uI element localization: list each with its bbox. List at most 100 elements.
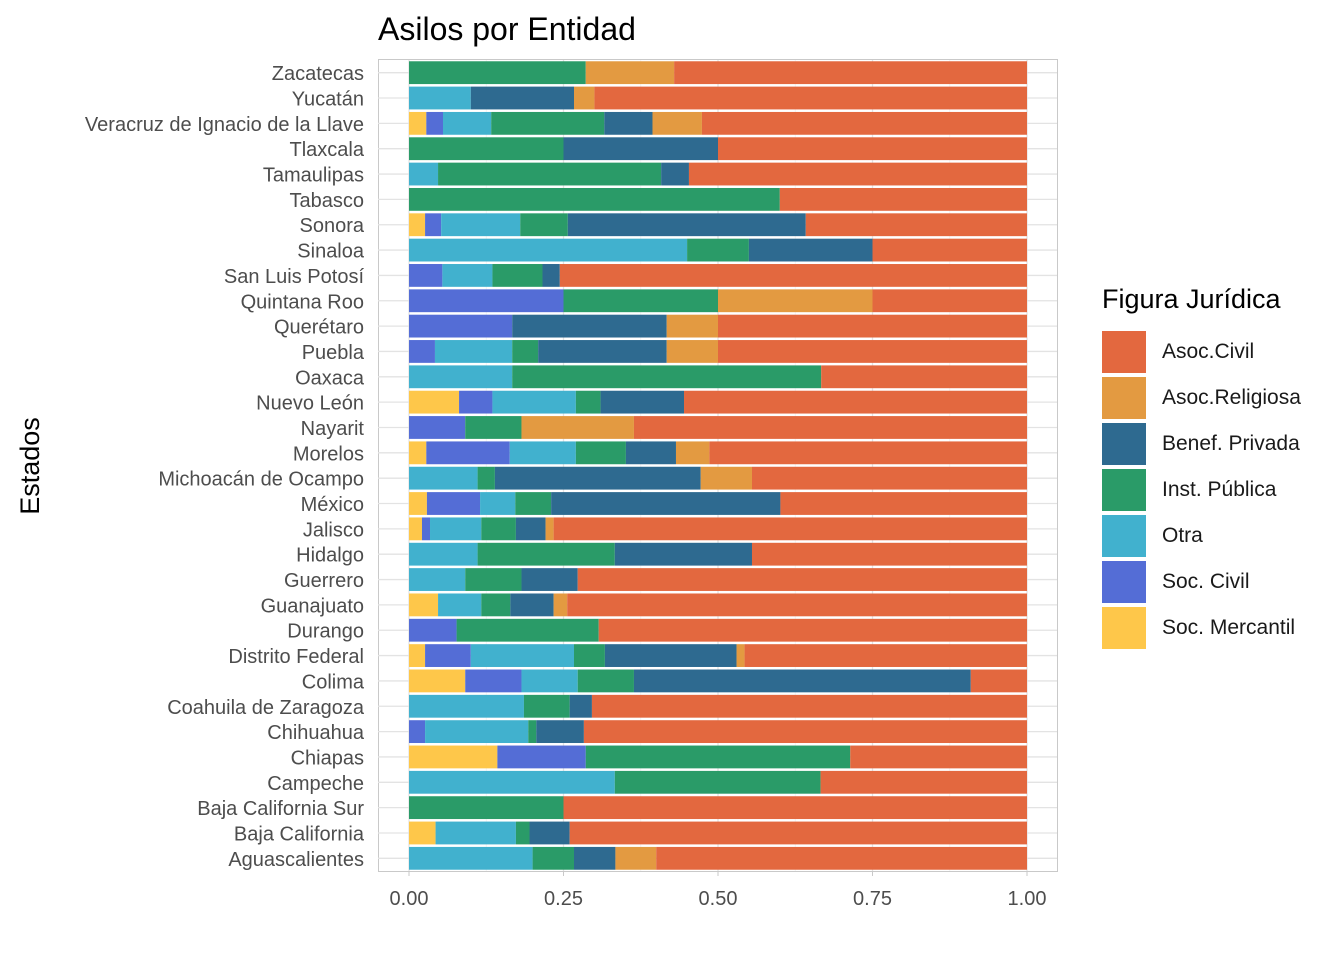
bar-segment bbox=[563, 289, 718, 313]
bar-segment bbox=[426, 441, 510, 465]
legend-item: Soc. Civil bbox=[1102, 559, 1301, 605]
legend-color-key bbox=[1102, 331, 1146, 373]
bar-segment bbox=[509, 441, 576, 465]
bar-segment bbox=[538, 340, 667, 363]
bar-segment bbox=[409, 542, 478, 566]
bar-segment bbox=[409, 390, 460, 414]
bar-segment bbox=[600, 390, 685, 414]
y-tick-label: México bbox=[301, 494, 364, 516]
bar-segment bbox=[409, 517, 422, 541]
bar-segment bbox=[512, 365, 822, 389]
y-tick-label: Distrito Federal bbox=[228, 646, 364, 668]
bar-segment bbox=[409, 416, 466, 439]
bar-segment bbox=[510, 593, 554, 617]
bar-segment bbox=[409, 365, 513, 389]
y-tick-label: Tamaulipas bbox=[263, 165, 364, 187]
bar-segment bbox=[470, 86, 575, 110]
bar-segment bbox=[666, 340, 718, 363]
chart-title: Asilos por Entidad bbox=[378, 11, 636, 47]
y-axis-label: Estados bbox=[15, 417, 45, 515]
bar-segment bbox=[477, 466, 495, 490]
legend-label: Asoc.Religiosa bbox=[1162, 386, 1301, 409]
bar-segment bbox=[497, 745, 586, 769]
bar-segment bbox=[633, 669, 971, 693]
x-tick-label: 1.00 bbox=[1008, 888, 1047, 910]
legend-label: Soc. Civil bbox=[1162, 570, 1250, 593]
bar-segment bbox=[409, 264, 443, 287]
bar-segment bbox=[598, 618, 1027, 642]
bar-segment bbox=[409, 238, 688, 262]
bar-segment bbox=[435, 821, 516, 845]
y-tick-label: Chiapas bbox=[291, 747, 364, 769]
bar-segment bbox=[575, 390, 601, 414]
bar-segment bbox=[409, 593, 439, 617]
bar-segment bbox=[491, 111, 605, 135]
bar-segment bbox=[614, 770, 821, 794]
legend-color-key bbox=[1102, 469, 1146, 511]
bar-segment bbox=[574, 846, 616, 870]
bar-segment bbox=[577, 669, 634, 693]
bar-segment bbox=[736, 644, 745, 667]
bar-segment bbox=[442, 111, 492, 135]
y-tick-label: Michoacán de Ocampo bbox=[158, 469, 364, 491]
bar-segment bbox=[551, 492, 781, 515]
bar-segment bbox=[563, 137, 718, 161]
bar-segment bbox=[748, 238, 873, 262]
bar-segment bbox=[563, 796, 1027, 820]
legend-item: Otra bbox=[1102, 513, 1301, 559]
bar-segment bbox=[744, 644, 1027, 667]
bar-segment bbox=[465, 669, 522, 693]
bar-segment bbox=[528, 720, 537, 744]
bar-segment bbox=[545, 517, 554, 541]
bar-segment bbox=[751, 542, 1027, 566]
bar-segment bbox=[409, 568, 466, 591]
bar-segment bbox=[542, 264, 560, 287]
bar-segment bbox=[481, 517, 516, 541]
bar-segment bbox=[512, 340, 539, 363]
bar-segment bbox=[520, 213, 568, 237]
y-tick-label: Oaxaca bbox=[295, 367, 365, 389]
legend-item: Benef. Privada bbox=[1102, 421, 1301, 467]
bar-segment bbox=[718, 137, 1027, 161]
bar-segment bbox=[521, 416, 634, 439]
y-tick-label: Tlaxcala bbox=[290, 139, 365, 161]
y-tick-label: Hidalgo bbox=[296, 545, 364, 567]
y-tick-label: Nayarit bbox=[301, 418, 365, 440]
bar-segment bbox=[656, 846, 1027, 870]
legend-label: Asoc.Civil bbox=[1162, 340, 1255, 363]
bar-segment bbox=[780, 492, 1027, 515]
bar-segment bbox=[585, 745, 851, 769]
bar-segment bbox=[465, 416, 522, 439]
y-tick-label: Veracruz de Ignacio de la Llave bbox=[85, 114, 364, 136]
legend-item: Asoc.Religiosa bbox=[1102, 375, 1301, 421]
bar-segment bbox=[430, 517, 482, 541]
legend-label: Benef. Privada bbox=[1162, 432, 1300, 455]
legend-color-key bbox=[1102, 377, 1146, 419]
y-tick-label: Aguascalientes bbox=[228, 849, 364, 871]
bar-segment bbox=[409, 466, 478, 490]
legend-label: Inst. Pública bbox=[1162, 478, 1277, 501]
bar-segment bbox=[684, 390, 1027, 414]
bar-segment bbox=[438, 162, 662, 186]
bars bbox=[409, 61, 1027, 870]
bar-segment bbox=[652, 111, 702, 135]
bar-segment bbox=[718, 340, 1027, 363]
y-tick-label: Tabasco bbox=[290, 190, 365, 212]
bar-segment bbox=[456, 618, 599, 642]
bar-segment bbox=[970, 669, 1027, 693]
bar-segment bbox=[577, 568, 1027, 591]
bar-segment bbox=[459, 390, 493, 414]
bar-segment bbox=[409, 694, 524, 718]
bar-segment bbox=[409, 770, 615, 794]
legend-item: Asoc.Civil bbox=[1102, 329, 1301, 375]
bar-segment bbox=[480, 492, 516, 515]
bar-segment bbox=[666, 314, 718, 338]
bar-segment bbox=[688, 162, 1027, 186]
bar-segment bbox=[409, 340, 435, 363]
bar-segment bbox=[567, 593, 1027, 617]
x-tick-label: 0.75 bbox=[853, 888, 892, 910]
bar-segment bbox=[512, 314, 667, 338]
bar-segment bbox=[494, 466, 701, 490]
bar-segment bbox=[521, 568, 578, 591]
